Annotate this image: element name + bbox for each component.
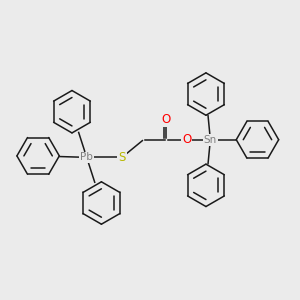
Text: O: O bbox=[162, 112, 171, 126]
Text: Pb: Pb bbox=[80, 152, 93, 162]
Text: S: S bbox=[118, 151, 126, 164]
Text: O: O bbox=[182, 133, 191, 146]
Text: Sn: Sn bbox=[204, 135, 217, 145]
